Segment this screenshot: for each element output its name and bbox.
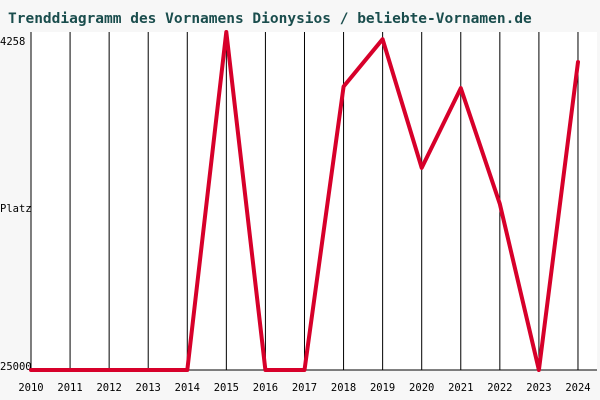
x-tick-2018: 2018	[331, 382, 356, 394]
y-axis-label: Platz	[0, 203, 32, 215]
x-tick-2011: 2011	[57, 382, 82, 394]
x-tick-2019: 2019	[370, 382, 395, 394]
plot-area	[31, 32, 597, 370]
x-tick-labels: 2010 2011 2012 2013 2014 2015 2016 2017 2018 2019…	[18, 382, 590, 394]
chart-title: Trenddiagramm des Vornamens Dionysios / …	[8, 11, 532, 27]
x-tick-2022: 2022	[487, 382, 512, 394]
x-tick-2013: 2013	[136, 382, 161, 394]
x-tick-2017: 2017	[292, 382, 317, 394]
series-line	[29, 30, 580, 372]
x-tick-2024: 2024	[565, 382, 590, 394]
x-tick-2020: 2020	[409, 382, 434, 394]
x-tick-2010: 2010	[18, 382, 43, 394]
x-tick-2014: 2014	[175, 382, 200, 394]
y-tick-bottom: 25000	[0, 361, 32, 373]
x-tick-2015: 2015	[214, 382, 239, 394]
x-tick-2016: 2016	[253, 382, 278, 394]
x-tick-2012: 2012	[96, 382, 121, 394]
x-tick-2021: 2021	[448, 382, 473, 394]
x-tick-2023: 2023	[526, 382, 551, 394]
y-tick-top: 4258	[0, 36, 25, 48]
